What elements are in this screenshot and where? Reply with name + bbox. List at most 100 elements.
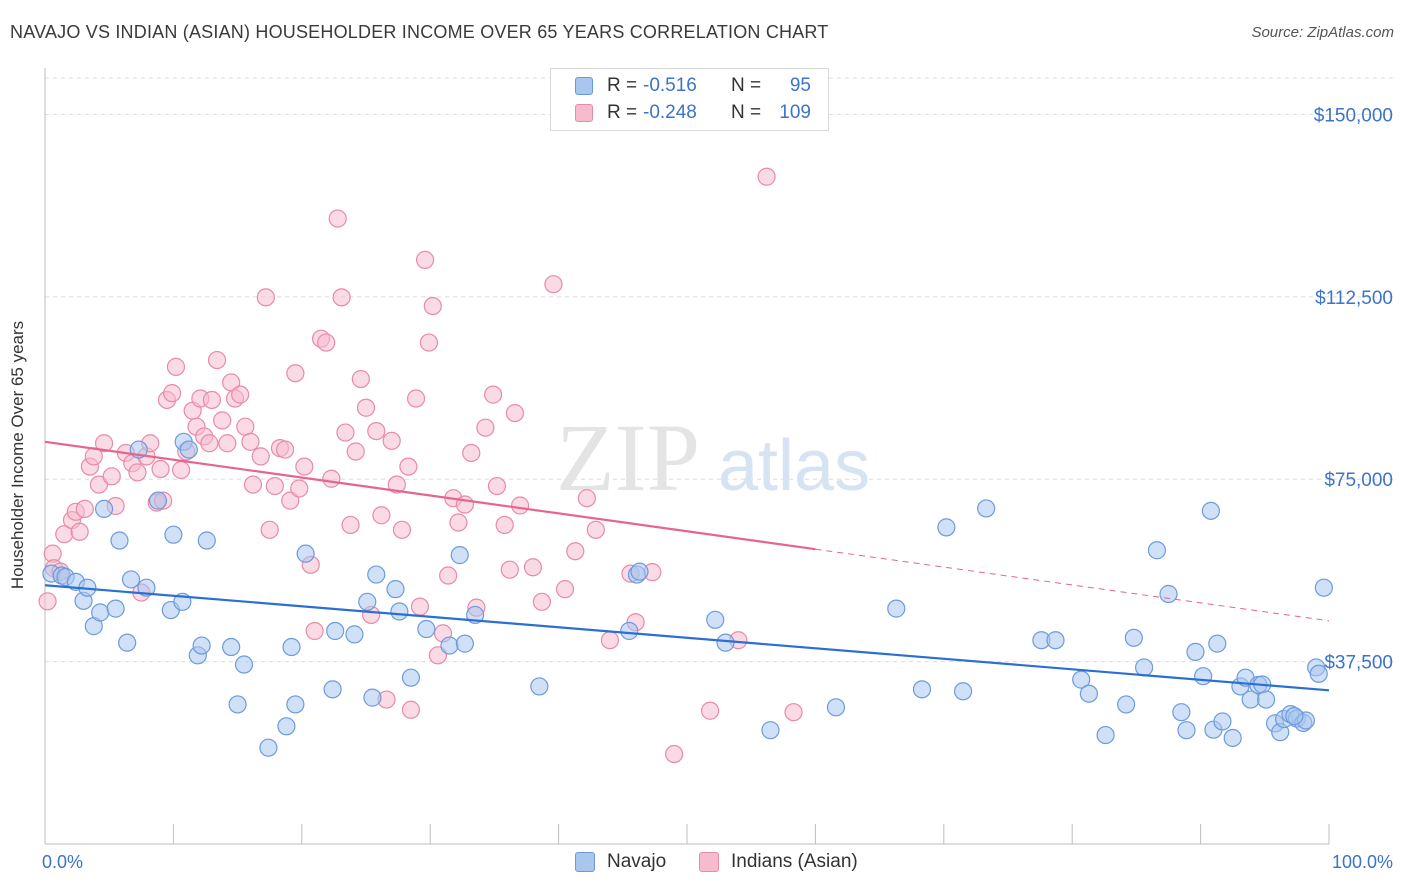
indian-point [701, 701, 720, 720]
indian-point [505, 403, 525, 423]
indian-point [218, 434, 237, 453]
indian-legend-swatch [699, 852, 719, 872]
indian-point [382, 431, 401, 450]
indian-point [200, 434, 219, 453]
indian-point [757, 167, 776, 186]
indian-point [372, 506, 391, 525]
n-value: 109 [779, 102, 811, 123]
navajo-point [450, 546, 469, 565]
axes [44, 68, 1330, 845]
navajo-point [1223, 728, 1242, 748]
navajo-swatch [575, 77, 593, 95]
navajo-point [286, 695, 305, 714]
indian-trend-line [44, 440, 816, 551]
navajo-point [110, 531, 129, 550]
indian-point [392, 520, 412, 539]
navajo-point [937, 518, 956, 537]
navajo-point [1201, 501, 1220, 520]
navajo-point [106, 599, 125, 618]
indian-point [600, 631, 620, 650]
navajo-point [1213, 712, 1232, 731]
indian-point [70, 522, 89, 541]
navajo-points [42, 432, 1333, 757]
indian-point [428, 646, 448, 665]
indian-point [213, 411, 232, 430]
indian-point [75, 499, 94, 519]
indian-point [410, 597, 430, 616]
navajo-point [91, 603, 110, 622]
r-label: R = [607, 75, 638, 96]
indian-point [500, 560, 519, 579]
indian-swatch [575, 104, 593, 122]
navajo-point [164, 525, 183, 544]
indian-point [356, 398, 376, 417]
chart-title: NAVAJO VS INDIAN (ASIAN) HOUSEHOLDER INC… [10, 22, 829, 42]
indian-point [367, 421, 386, 441]
navajo-point [323, 680, 342, 699]
indian-point [351, 369, 370, 389]
navajo-point [977, 499, 996, 518]
indian-point [510, 496, 530, 515]
navajo-point [296, 544, 315, 563]
r-value: -0.248 [643, 102, 697, 123]
navajo-point [1172, 703, 1191, 722]
navajo-point [148, 491, 168, 510]
indian-point [128, 463, 147, 482]
legend-item-indian: Indians (Asian) [699, 851, 858, 873]
indian-trend-line-extension [815, 548, 1330, 622]
navajo-point [530, 677, 549, 696]
indian-point [401, 700, 421, 719]
indian-point [544, 275, 563, 294]
y-tick-label: $112,500 [1315, 288, 1393, 309]
navajo-point [455, 634, 474, 653]
indian-point [166, 357, 186, 376]
navajo-point [386, 580, 405, 599]
indian-point [260, 520, 279, 539]
indian-point [251, 447, 270, 466]
indian-point [276, 440, 295, 459]
indian-point [423, 296, 442, 316]
indian-point [555, 580, 575, 599]
navajo-point [953, 682, 973, 701]
navajo-legend-swatch [575, 852, 595, 872]
navajo-point [887, 599, 906, 618]
legend-navajo-label: Navajo [607, 851, 667, 872]
navajo-point [1186, 642, 1205, 661]
x-tick-min: 0.0% [42, 852, 84, 872]
indian-point [487, 476, 507, 496]
watermark: ZIP atlas [556, 404, 870, 511]
indian-point [163, 384, 182, 403]
navajo-point [1135, 658, 1154, 677]
indian-point [332, 288, 351, 307]
navajo-point [179, 440, 198, 459]
navajo-point [1177, 721, 1196, 740]
navajo-point [1309, 664, 1328, 683]
navajo-point [326, 621, 345, 641]
navajo-point [121, 570, 141, 589]
navajo-point [1314, 578, 1333, 597]
navajo-point [630, 562, 649, 581]
series-legend: Navajo Indians (Asian) [0, 851, 1406, 879]
y-tick-labels: $37,500 $75,000 $112,500 $150,000 [1314, 105, 1393, 673]
indian-point [231, 385, 250, 404]
indian-point [495, 515, 514, 535]
y-axis-label: Householder Income Over 65 years [8, 320, 27, 590]
navajo-point [1159, 584, 1178, 604]
indian-points [38, 167, 803, 764]
navajo-point [197, 531, 216, 550]
n-value: 95 [789, 75, 811, 96]
navajo-point [1117, 695, 1136, 714]
navajo-point [761, 721, 780, 740]
y-tick-label: $75,000 [1324, 470, 1393, 491]
indian-point [89, 475, 109, 494]
indian-point [462, 443, 481, 463]
indian-point [399, 457, 418, 476]
indian-point [532, 592, 552, 611]
indian-point [577, 489, 596, 508]
source-label: Source: ZipAtlas.com [1251, 24, 1394, 41]
navajo-point [826, 698, 846, 717]
navajo-point [234, 655, 254, 674]
navajo-point [363, 688, 382, 707]
indian-point [102, 467, 121, 486]
